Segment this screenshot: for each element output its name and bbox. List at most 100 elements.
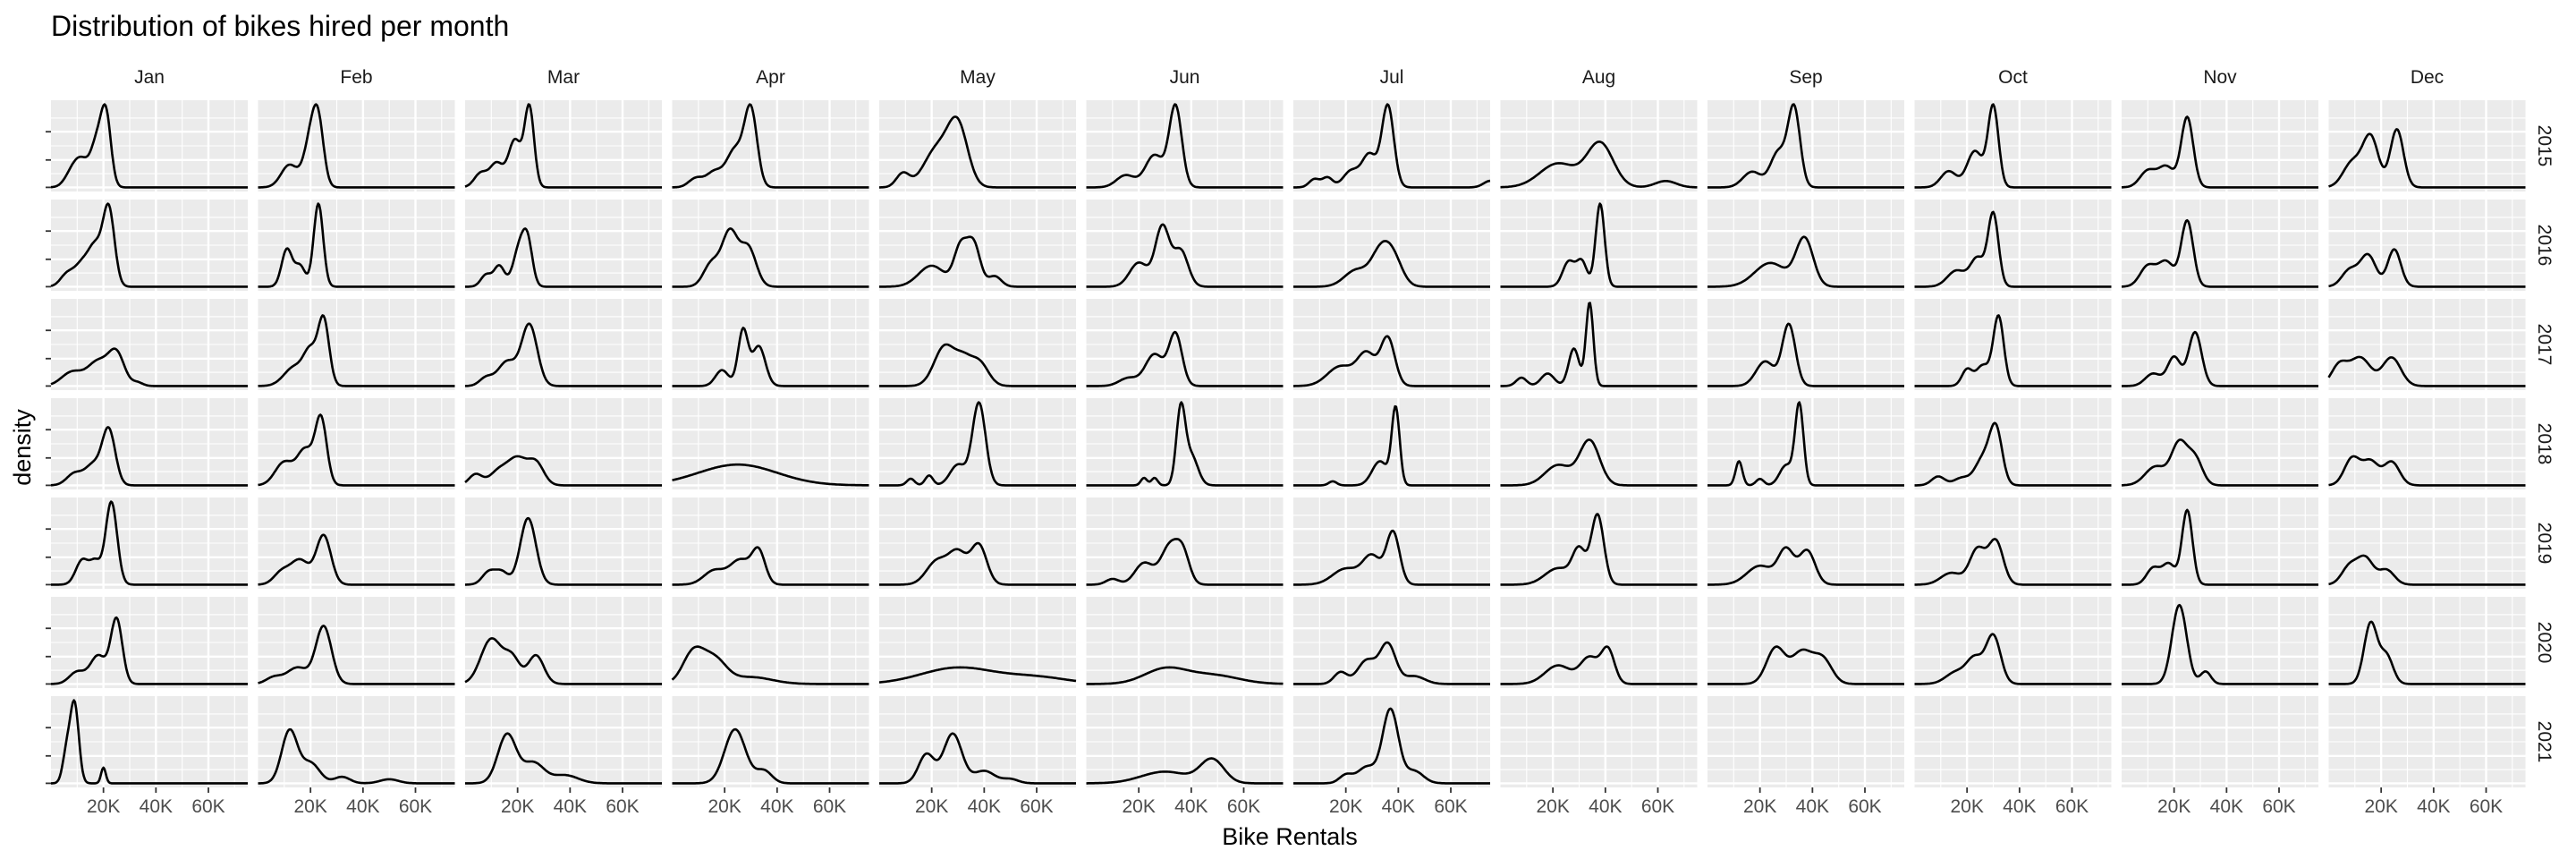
- density-curve-apr-2021: [672, 727, 869, 785]
- y-axis-tick-marks: [46, 131, 51, 785]
- density-curve-jul-2020: [1292, 641, 1491, 685]
- density-curve-feb-2019: [258, 533, 455, 586]
- panel-nov-2020: [2121, 597, 2319, 688]
- density-curve-mar-2016: [464, 227, 663, 288]
- density-curve-jan-2016: [50, 202, 249, 288]
- panel-dec-2019: [2328, 498, 2526, 589]
- x-tick-label: 60K: [2055, 796, 2089, 817]
- x-tick-label: 60K: [2262, 796, 2295, 817]
- panel-jul-2018: [1292, 398, 1491, 489]
- panel-may-2015: [878, 100, 1077, 191]
- density-curve-nov-2018: [2121, 438, 2319, 487]
- strip-label-jan: Jan: [134, 67, 165, 88]
- density-curve-jul-2018: [1292, 404, 1491, 487]
- panel-aug-2017: [1500, 299, 1698, 390]
- x-tick-label: 60K: [1641, 796, 1674, 817]
- density-curve-jul-2021: [1292, 707, 1491, 785]
- strip-label-nov: Nov: [2203, 67, 2237, 88]
- panel-aug-2018: [1500, 398, 1698, 489]
- panel-jun-2015: [1086, 100, 1284, 191]
- panel-feb-2019: [258, 498, 455, 589]
- panel-jun-2019: [1086, 498, 1284, 589]
- panel-mar-2021: [464, 696, 663, 787]
- strip-label-feb: Feb: [340, 67, 372, 88]
- x-tick-label: 40K: [554, 796, 587, 817]
- density-curve-jul-2019: [1292, 529, 1491, 586]
- strip-label-2021: 2021: [2534, 721, 2555, 763]
- density-curve-apr-2017: [672, 327, 869, 387]
- panel-mar-2015: [464, 100, 663, 191]
- density-curve-oct-2019: [1914, 538, 2112, 586]
- panel-may-2016: [878, 200, 1077, 291]
- density-curve-aug-2019: [1500, 513, 1698, 586]
- x-tick-label: 60K: [1848, 796, 1881, 817]
- panel-nov-2019: [2121, 498, 2319, 589]
- panel-aug-2020: [1500, 597, 1698, 688]
- strip-label-2020: 2020: [2534, 622, 2555, 664]
- density-curve-sep-2017: [1707, 322, 1905, 387]
- x-tick-label: 20K: [1122, 796, 1155, 817]
- density-curve-dec-2018: [2328, 455, 2526, 487]
- panel-may-2019: [878, 498, 1077, 589]
- density-curve-jan-2017: [50, 347, 249, 387]
- x-tick-label: 40K: [2003, 796, 2036, 817]
- strip-label-2016: 2016: [2534, 225, 2555, 267]
- panel-oct-2015: [1914, 100, 2112, 191]
- density-curve-may-2018: [878, 401, 1077, 487]
- x-tick-label: 40K: [140, 796, 173, 817]
- density-curve-apr-2015: [672, 103, 869, 189]
- x-tick-label: 20K: [87, 796, 120, 817]
- density-curve-jun-2020: [1086, 666, 1284, 685]
- panel-oct-2017: [1914, 299, 2112, 390]
- density-curve-jan-2021: [50, 699, 249, 785]
- density-curve-nov-2017: [2121, 330, 2319, 387]
- density-curve-jan-2015: [50, 103, 249, 189]
- density-curve-mar-2018: [464, 455, 663, 487]
- density-curve-oct-2018: [1914, 421, 2112, 487]
- panel-jun-2016: [1086, 200, 1284, 291]
- density-curve-sep-2018: [1707, 401, 1905, 487]
- month-strip-labels: Jan Feb Mar Apr May Jun Jul Aug Sep Oct Nov Dec: [134, 67, 2444, 88]
- density-curve-oct-2017: [1914, 314, 2112, 387]
- density-curve-jun-2019: [1086, 538, 1284, 586]
- x-tick-label: 20K: [293, 796, 326, 817]
- panel-apr-2020: [671, 597, 869, 688]
- density-curve-sep-2019: [1707, 546, 1905, 586]
- density-curve-sep-2016: [1707, 235, 1905, 288]
- panel-may-2021: [878, 696, 1077, 787]
- density-curve-aug-2015: [1500, 140, 1698, 189]
- strip-label-apr: Apr: [756, 67, 785, 88]
- panel-dec-2020: [2328, 597, 2526, 688]
- density-curve-may-2015: [878, 115, 1077, 189]
- panel-apr-2017: [672, 299, 869, 390]
- x-tick-label: 20K: [2157, 796, 2190, 817]
- density-curve-mar-2019: [464, 516, 663, 586]
- panel-dec-2018: [2328, 398, 2526, 489]
- density-curve-apr-2016: [672, 227, 869, 288]
- panel-jan-2019: [50, 498, 249, 589]
- density-curve-feb-2016: [258, 202, 455, 288]
- x-tick-label: 40K: [1174, 796, 1208, 817]
- panel-jun-2021: [1086, 696, 1284, 787]
- density-curve-nov-2020: [2121, 603, 2319, 685]
- density-curve-nov-2015: [2121, 115, 2319, 189]
- panel-dec-2021: [2328, 696, 2526, 787]
- panel-jun-2018: [1086, 398, 1284, 489]
- panel-apr-2016: [672, 200, 869, 291]
- density-curve-may-2017: [878, 343, 1077, 387]
- x-tick-label: 20K: [1743, 796, 1776, 817]
- panel-jun-2020: [1086, 597, 1284, 688]
- panel-jul-2017: [1292, 299, 1491, 390]
- x-tick-label: 40K: [2210, 796, 2243, 817]
- density-curve-mar-2015: [464, 103, 663, 189]
- density-curve-jul-2017: [1292, 335, 1491, 387]
- panel-jan-2018: [50, 398, 249, 489]
- panel-mar-2020: [464, 597, 663, 688]
- panel-mar-2018: [464, 398, 663, 489]
- panel-apr-2018: [672, 398, 869, 489]
- density-curve-aug-2017: [1500, 302, 1698, 387]
- x-tick-label: 20K: [1536, 796, 1569, 817]
- x-tick-label: 40K: [1382, 796, 1415, 817]
- strip-label-jul: Jul: [1380, 67, 1404, 88]
